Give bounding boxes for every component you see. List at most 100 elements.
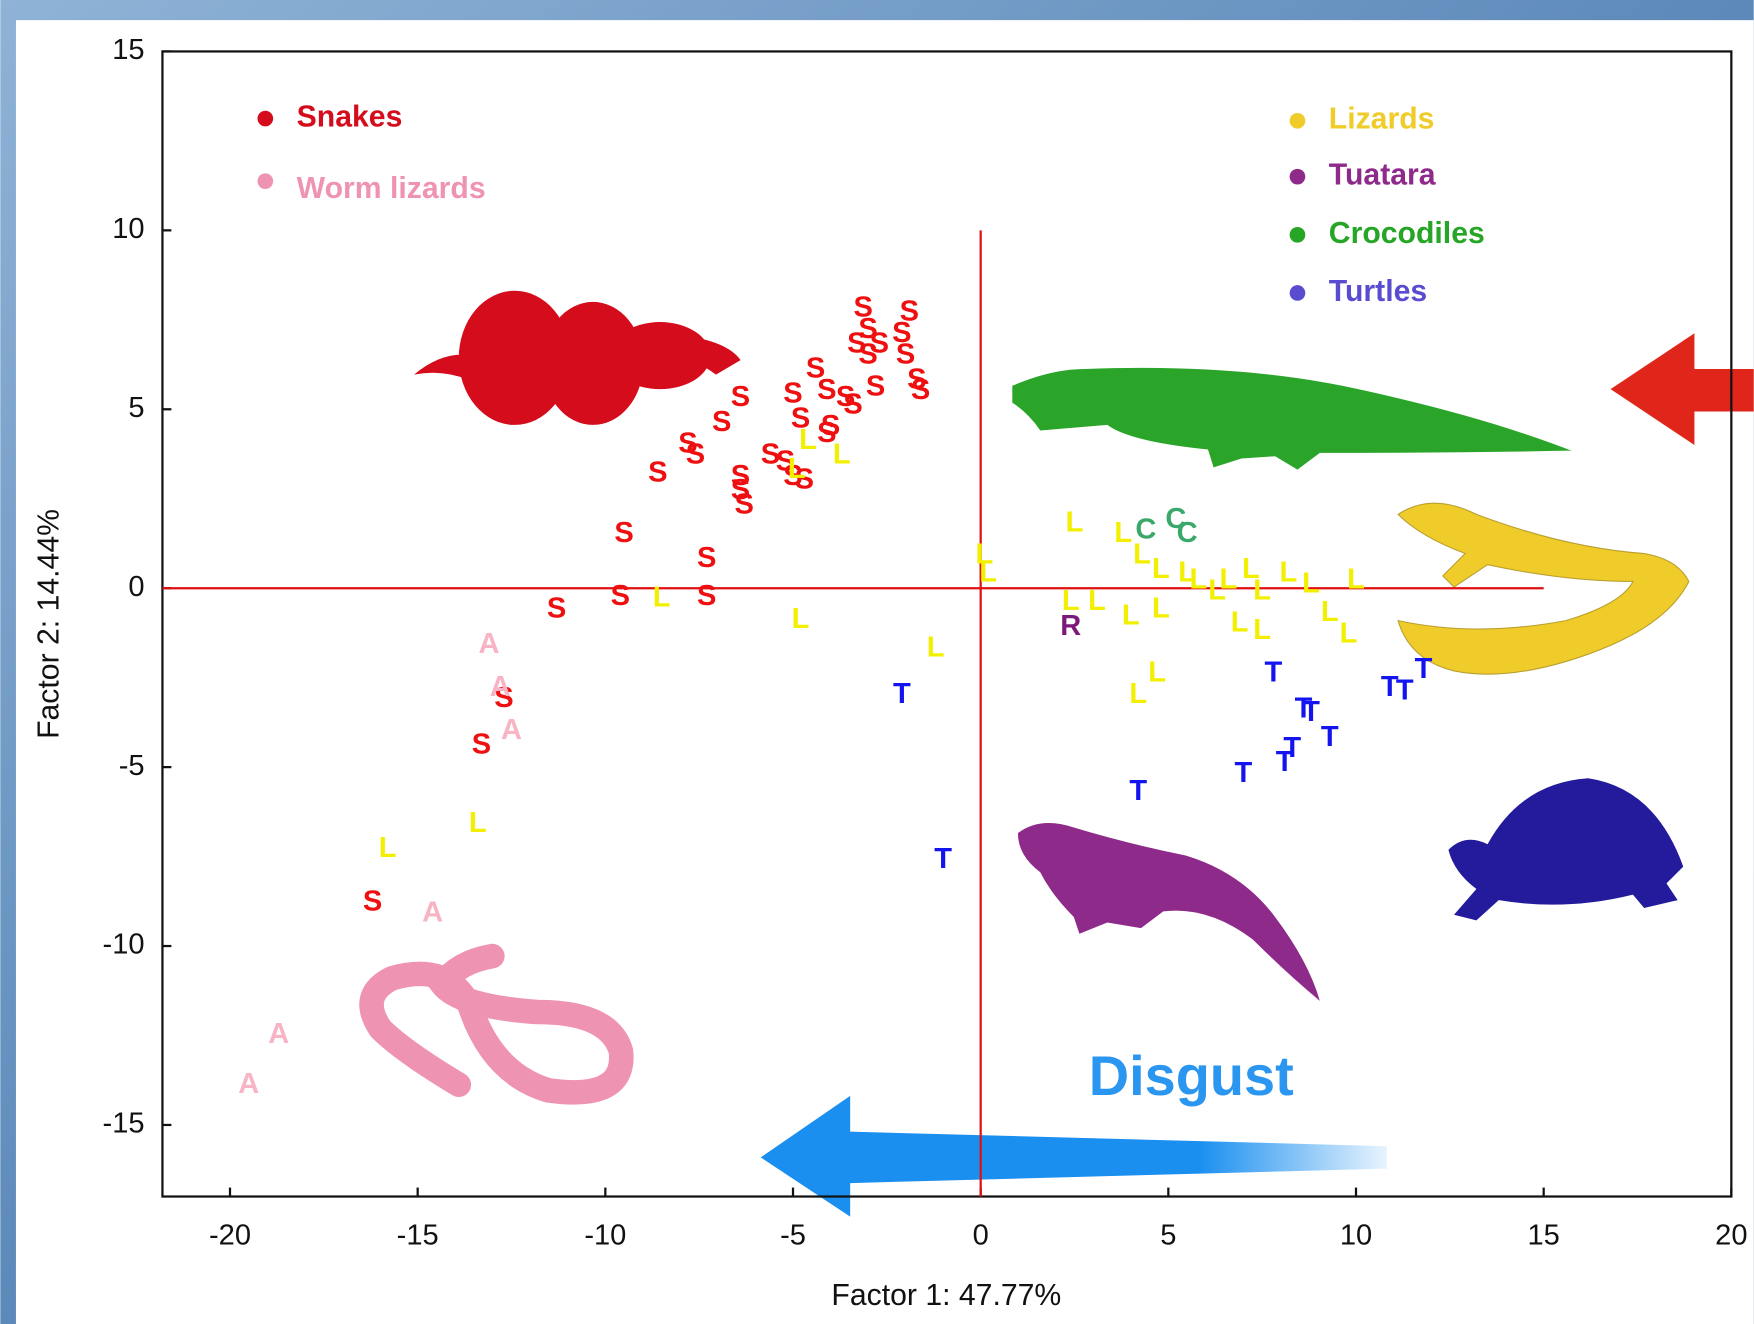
- point: S: [614, 517, 633, 549]
- point: S: [472, 728, 491, 760]
- x-axis-label: Factor 1: 47.77%: [831, 1279, 1061, 1312]
- point: T: [1283, 732, 1301, 764]
- point: S: [731, 381, 750, 413]
- x-tick-label: 15: [1528, 1219, 1560, 1251]
- point: L: [799, 424, 817, 456]
- point: S: [678, 428, 697, 460]
- red-arrow: [1610, 333, 1754, 446]
- point: S: [866, 370, 885, 402]
- point: L: [469, 807, 487, 839]
- point: L: [927, 632, 945, 664]
- x-tick-label: -5: [780, 1219, 806, 1251]
- point: S: [795, 464, 814, 496]
- point: L: [1253, 614, 1271, 646]
- point: T: [1265, 657, 1283, 689]
- point: A: [238, 1068, 259, 1100]
- point: R: [1060, 610, 1081, 642]
- point: A: [422, 897, 443, 929]
- point: L: [1178, 557, 1196, 589]
- point: L: [1148, 657, 1166, 689]
- x-tick-label: 5: [1160, 1219, 1176, 1251]
- point: L: [1129, 678, 1147, 710]
- point: S: [731, 460, 750, 492]
- point: S: [843, 388, 862, 420]
- point: L: [979, 557, 997, 589]
- legend-dot: [1289, 112, 1306, 129]
- point: L: [833, 438, 851, 470]
- x-tick-label: -10: [584, 1219, 626, 1251]
- legend-label: Turtles: [1329, 275, 1427, 308]
- point: L: [1347, 564, 1365, 596]
- point: A: [478, 628, 499, 660]
- point: S: [648, 456, 667, 488]
- legend-dot: [257, 173, 274, 189]
- point: L: [379, 832, 397, 864]
- point: S: [791, 403, 810, 435]
- point: S: [853, 292, 872, 324]
- point: S: [907, 363, 926, 395]
- point: S: [712, 406, 731, 438]
- point: T: [1302, 696, 1320, 728]
- legend-label: Crocodiles: [1329, 217, 1485, 250]
- point: L: [1242, 553, 1260, 585]
- point: S: [858, 338, 877, 370]
- point: L: [1152, 553, 1170, 585]
- point: L: [1253, 574, 1271, 606]
- y-tick-label: 0: [128, 571, 144, 603]
- point: L: [1208, 574, 1226, 606]
- y-tick-label: -5: [119, 750, 145, 782]
- point: L: [1340, 617, 1358, 649]
- legend-dot: [1289, 227, 1306, 243]
- point: L: [792, 603, 810, 635]
- y-tick-label: -10: [103, 929, 145, 961]
- point: S: [892, 317, 911, 349]
- point: S: [911, 374, 930, 406]
- point: S: [836, 381, 855, 413]
- point: S: [817, 417, 836, 449]
- y-tick-label: 15: [112, 34, 144, 66]
- point: L: [1280, 557, 1298, 589]
- point: L: [976, 539, 994, 571]
- point: L: [1152, 592, 1170, 624]
- point: L: [1066, 506, 1084, 538]
- point: S: [858, 313, 877, 345]
- point: S: [363, 886, 382, 918]
- crocodile-silhouette: [1012, 367, 1572, 470]
- point: T: [1276, 746, 1294, 778]
- point: S: [821, 410, 840, 442]
- point: T: [1396, 675, 1414, 707]
- point: C: [1177, 517, 1198, 549]
- point: T: [1415, 653, 1433, 685]
- plot-frame: [161, 50, 1733, 1198]
- tuatara-silhouette: [1017, 823, 1320, 1001]
- lizard-silhouette: [1397, 502, 1690, 675]
- point: S: [494, 682, 513, 714]
- legend-dot: [257, 110, 274, 127]
- point: S: [817, 374, 836, 406]
- x-tick-label: -20: [209, 1219, 251, 1251]
- point: S: [697, 542, 716, 574]
- point: S: [847, 328, 866, 360]
- x-tick-label: 0: [973, 1219, 989, 1251]
- point: S: [806, 353, 825, 385]
- point: S: [731, 474, 750, 506]
- y-tick-label: -15: [103, 1108, 145, 1140]
- x-tick-label: 10: [1340, 1219, 1372, 1251]
- point: A: [490, 671, 511, 703]
- point: L: [1220, 564, 1238, 596]
- point: S: [761, 438, 780, 470]
- y-axis-label: Factor 2: 14.44%: [33, 509, 66, 739]
- point: L: [1114, 517, 1132, 549]
- point: T: [1321, 721, 1339, 753]
- point: L: [788, 453, 806, 485]
- annotation: Disgust: [1089, 1044, 1294, 1107]
- point: S: [783, 378, 802, 410]
- point: L: [1302, 567, 1320, 599]
- point: S: [735, 489, 754, 521]
- point: L: [1133, 539, 1151, 571]
- turtle-silhouette: [1448, 778, 1684, 921]
- point: L: [653, 582, 671, 614]
